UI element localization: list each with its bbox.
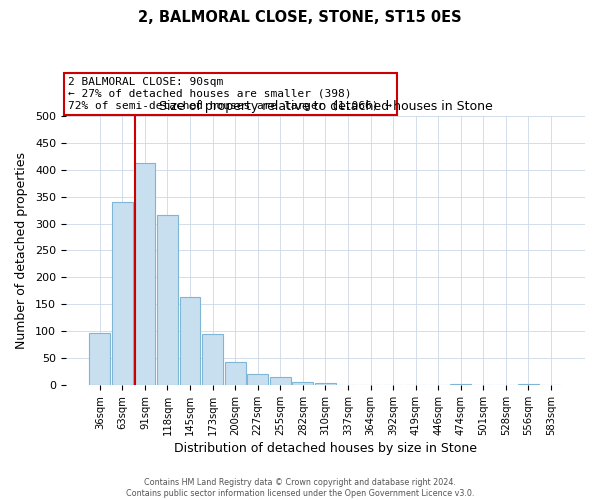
Bar [518, 384, 539, 385]
Bar [292, 382, 313, 385]
Bar [315, 384, 336, 385]
Bar [225, 362, 245, 385]
Bar [202, 334, 223, 385]
Bar [247, 374, 268, 385]
Bar [112, 202, 133, 385]
Text: Contains HM Land Registry data © Crown copyright and database right 2024.
Contai: Contains HM Land Registry data © Crown c… [126, 478, 474, 498]
Text: 2 BALMORAL CLOSE: 90sqm
← 27% of detached houses are smaller (398)
72% of semi-d: 2 BALMORAL CLOSE: 90sqm ← 27% of detache… [68, 78, 392, 110]
Bar [157, 216, 178, 385]
Bar [179, 297, 200, 385]
Bar [270, 377, 290, 385]
Y-axis label: Number of detached properties: Number of detached properties [15, 152, 28, 349]
Bar [134, 162, 155, 385]
Bar [89, 333, 110, 385]
X-axis label: Distribution of detached houses by size in Stone: Distribution of detached houses by size … [174, 442, 477, 455]
Title: Size of property relative to detached houses in Stone: Size of property relative to detached ho… [158, 100, 492, 114]
Bar [451, 384, 471, 385]
Text: 2, BALMORAL CLOSE, STONE, ST15 0ES: 2, BALMORAL CLOSE, STONE, ST15 0ES [138, 10, 462, 25]
